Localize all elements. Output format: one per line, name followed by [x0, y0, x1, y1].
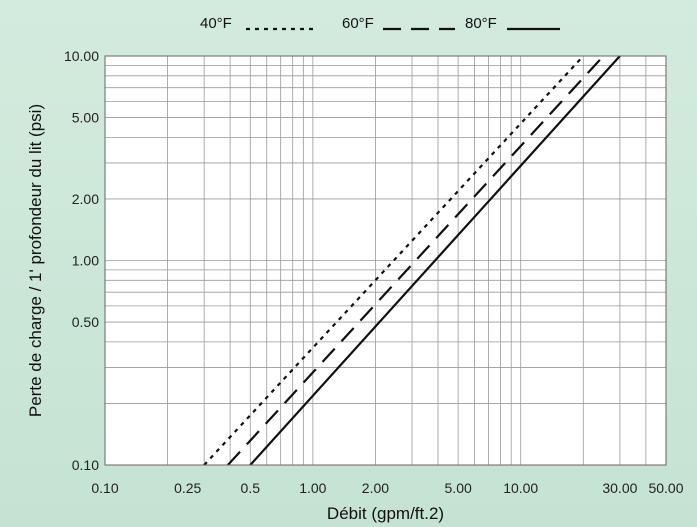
x-tick-label: 0.5	[241, 480, 261, 496]
x-tick-label: 1.00	[299, 480, 326, 496]
x-tick-label: 5.00	[445, 480, 472, 496]
y-tick-label: 5.00	[72, 110, 99, 126]
x-tick-label: 10.00	[503, 480, 538, 496]
series-line-dotted	[203, 55, 585, 466]
plot-frame	[104, 55, 667, 466]
y-tick-label: 1.00	[72, 253, 99, 269]
legend-label: 40°F	[200, 15, 232, 32]
x-axis-title: Débit (gpm/ft.2)	[327, 504, 444, 523]
y-tick-label: 2.00	[72, 191, 99, 207]
y-tick-labels: 0.10 0.50 1.00 2.00 5.00 10.00	[64, 48, 99, 473]
x-tick-label: 0.10	[91, 480, 118, 496]
series-line-dashed	[227, 55, 605, 466]
x-tick-label: 30.00	[602, 480, 637, 496]
legend-label: 80°F	[465, 15, 497, 32]
series-layer	[203, 55, 621, 466]
y-axis-title: Perte de charge / 1' profondeur du lit (…	[26, 104, 45, 417]
series-line-solid	[249, 55, 621, 466]
x-tick-label: 0.25	[174, 480, 201, 496]
y-tick-label: 0.50	[72, 314, 99, 330]
x-tick-label: 50.00	[648, 480, 683, 496]
x-tick-label: 2.00	[362, 480, 389, 496]
grid	[104, 55, 667, 466]
y-tick-label: 0.10	[72, 457, 99, 473]
x-tick-labels: 0.10 0.25 0.5 1.00 2.00 5.00 10.00 30.00 50.00	[91, 480, 683, 496]
legend-label: 60°F	[342, 15, 374, 32]
legend: 40°F 60°F 80°F	[200, 15, 560, 32]
y-tick-label: 10.00	[64, 48, 99, 64]
